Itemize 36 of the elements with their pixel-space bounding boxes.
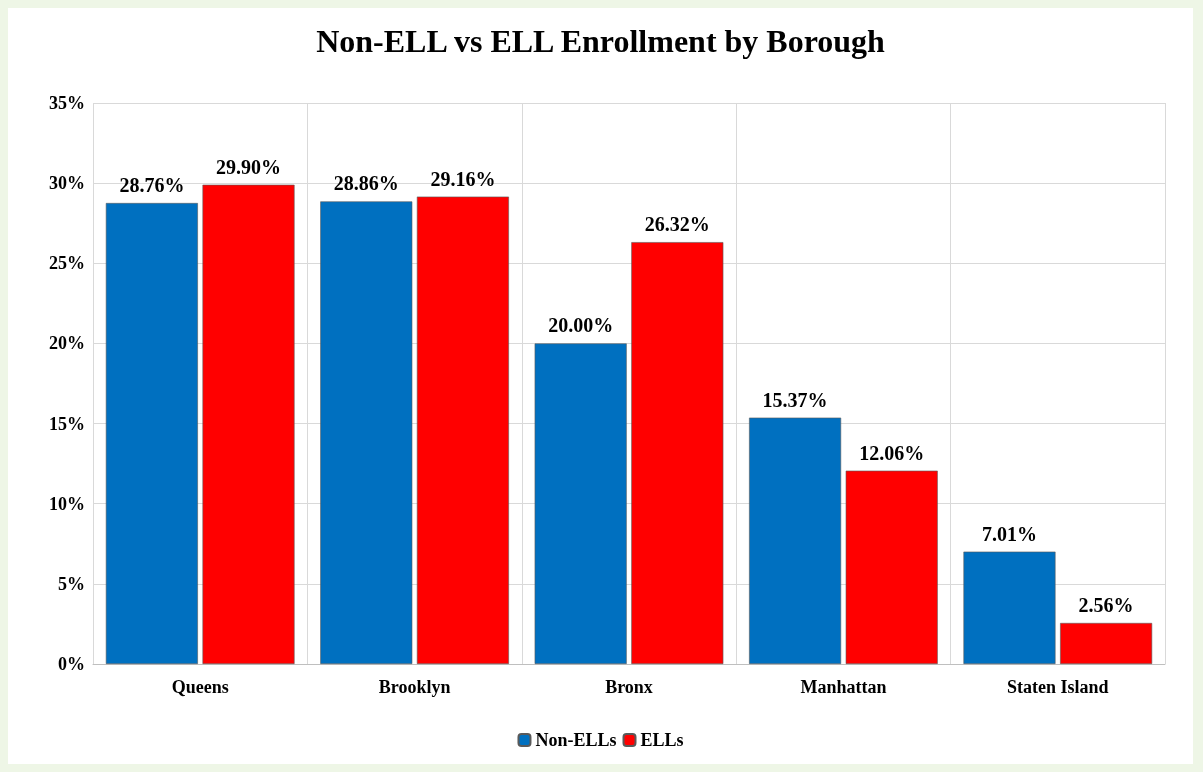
y-tick-label: 5% — [58, 573, 85, 594]
data-label: 26.32% — [644, 213, 710, 236]
data-label: 2.56% — [1078, 593, 1134, 616]
bar — [1060, 622, 1153, 664]
bar — [963, 551, 1056, 664]
x-tick-label: Staten Island — [1007, 677, 1109, 697]
y-tick-label: 25% — [49, 253, 85, 274]
bar — [631, 242, 724, 664]
data-label: 28.86% — [333, 172, 399, 195]
data-label: 7.01% — [981, 522, 1037, 545]
bar — [320, 201, 413, 664]
bar — [845, 470, 938, 664]
data-label: 29.90% — [216, 155, 282, 178]
y-tick-label: 20% — [49, 333, 85, 354]
x-tick-label: Manhattan — [800, 677, 887, 697]
bar — [416, 196, 509, 664]
data-label: 29.16% — [430, 167, 496, 190]
y-tick-label: 30% — [49, 173, 85, 194]
data-label: 20.00% — [548, 314, 614, 337]
data-label: 12.06% — [859, 441, 925, 464]
bar — [534, 343, 627, 664]
x-tick-label: Queens — [171, 677, 229, 697]
data-label: 28.76% — [119, 174, 185, 197]
x-tick-label: Brooklyn — [378, 677, 451, 697]
y-tick-label: 15% — [49, 413, 85, 434]
bar — [749, 417, 842, 664]
legend-label: Non-ELLs — [535, 730, 617, 750]
bar — [202, 184, 295, 664]
y-tick-label: 35% — [49, 93, 85, 113]
data-label: 15.37% — [762, 388, 828, 411]
x-tick-label: Bronx — [605, 677, 653, 697]
chart-title: Non-ELL vs ELL Enrollment by Borough — [316, 23, 886, 59]
y-tick-label: 0% — [58, 654, 85, 674]
bar — [105, 203, 198, 664]
legend-label: ELLs — [640, 730, 684, 750]
y-tick-label: 10% — [49, 493, 85, 514]
